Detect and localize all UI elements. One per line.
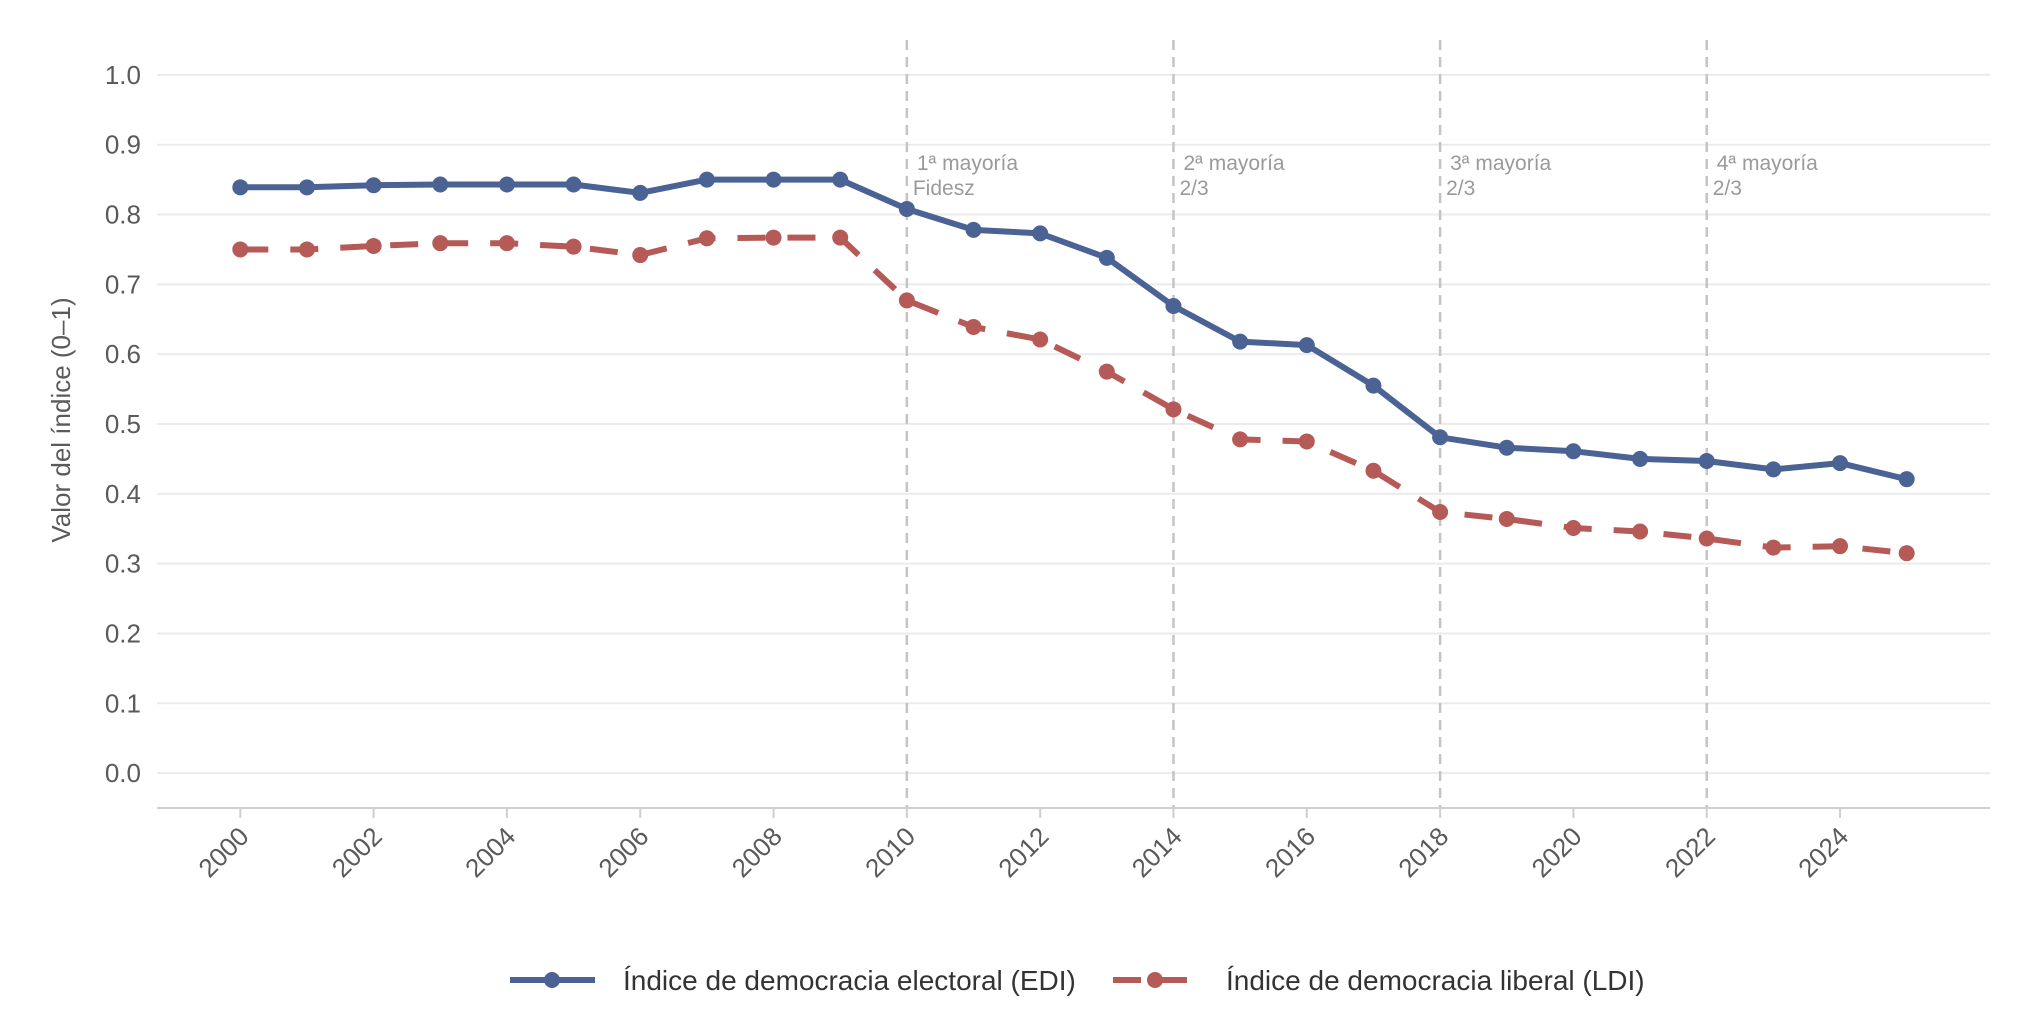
data-point-edi <box>698 171 715 188</box>
data-point-edi <box>965 221 982 238</box>
data-point-ldi <box>1432 503 1449 520</box>
y-tick-label: 0.2 <box>105 618 141 648</box>
annotation-line1: 3ª mayoría <box>1450 152 1551 175</box>
data-point-edi <box>1032 225 1049 242</box>
x-tick-label: 2002 <box>326 821 388 883</box>
data-point-edi <box>1232 333 1249 350</box>
data-point-ldi <box>1098 363 1115 380</box>
data-point-ldi <box>1632 523 1649 540</box>
data-point-ldi <box>832 229 849 246</box>
y-tick-label: 1.0 <box>105 60 141 90</box>
annotation-line1: 2ª mayoría <box>1183 152 1284 175</box>
data-point-ldi <box>1698 530 1715 547</box>
annotation-line2: 2/3 <box>1713 177 1742 200</box>
series-line-edi <box>237 176 1910 483</box>
x-tick-label: 2016 <box>1259 821 1321 883</box>
data-point-edi <box>1432 429 1449 446</box>
data-point-ldi <box>298 241 315 258</box>
y-tick-label: 0.8 <box>105 200 141 230</box>
data-point-edi <box>898 200 915 217</box>
x-tick-label: 2024 <box>1792 821 1854 883</box>
data-point-ldi <box>1498 510 1515 527</box>
x-tick-label: 2018 <box>1392 821 1454 883</box>
y-axis-title: Valor del índice (0–1) <box>46 297 76 542</box>
x-tick-label: 2006 <box>592 821 654 883</box>
data-point-ldi <box>1032 331 1049 348</box>
annotation-line1: 4ª mayoría <box>1717 152 1818 175</box>
data-point-edi <box>1498 439 1515 456</box>
data-point-ldi <box>898 292 915 309</box>
legend-label: Índice de democracia liberal (LDI) <box>1226 965 1645 996</box>
x-tick-label: 2020 <box>1526 821 1588 883</box>
data-point-ldi <box>1765 539 1782 556</box>
series-line-ldi <box>240 234 1908 557</box>
data-point-edi <box>1632 450 1649 467</box>
y-tick-label: 0.0 <box>105 758 141 788</box>
data-point-edi <box>1298 337 1315 354</box>
annotation-line2: Fidesz <box>913 177 975 200</box>
x-tick-label: 2010 <box>859 821 921 883</box>
x-tick-label: 2012 <box>992 821 1054 883</box>
event-lines <box>905 40 1708 808</box>
data-point-edi <box>232 179 249 196</box>
annotation-line2: 2/3 <box>1179 177 1208 200</box>
data-point-ldi <box>432 235 449 252</box>
x-tick-label: 2000 <box>192 821 254 883</box>
data-point-edi <box>298 179 315 196</box>
data-point-ldi <box>1298 433 1315 450</box>
legend-label: Índice de democracia electoral (EDI) <box>623 965 1076 996</box>
data-point-edi <box>565 176 582 193</box>
annotation-line1: 1ª mayoría <box>917 152 1018 175</box>
data-point-ldi <box>698 230 715 247</box>
y-tick-label: 0.6 <box>105 339 141 369</box>
annotation-line2: 2/3 <box>1446 177 1475 200</box>
data-point-edi <box>765 171 782 188</box>
grid-lines <box>157 73 1990 775</box>
data-point-ldi <box>365 237 382 254</box>
data-point-ldi <box>1165 401 1182 418</box>
x-tick-label: 2022 <box>1659 821 1721 883</box>
x-tick-label: 2008 <box>726 821 788 883</box>
legend-swatch-marker <box>544 972 560 988</box>
y-tick-label: 0.5 <box>105 409 141 439</box>
data-point-edi <box>1698 453 1715 470</box>
legend-swatch-marker <box>1147 972 1163 988</box>
data-point-edi <box>632 184 649 201</box>
data-point-ldi <box>1565 520 1582 537</box>
data-point-edi <box>1365 377 1382 394</box>
series <box>232 171 1915 562</box>
legend: Índice de democracia electoral (EDI) Índi… <box>510 965 1645 996</box>
data-point-ldi <box>498 235 515 252</box>
data-point-ldi <box>965 318 982 335</box>
x-tick-label: 2004 <box>459 821 521 883</box>
data-point-ldi <box>1832 538 1849 555</box>
data-point-edi <box>365 177 382 194</box>
data-point-edi <box>1565 443 1582 460</box>
y-tick-label: 0.9 <box>105 130 141 160</box>
data-point-edi <box>1765 461 1782 478</box>
data-point-edi <box>1832 455 1849 472</box>
y-tick-label: 0.1 <box>105 688 141 718</box>
data-point-edi <box>498 176 515 193</box>
data-point-ldi <box>765 229 782 246</box>
data-point-ldi <box>632 247 649 264</box>
data-point-ldi <box>232 241 249 258</box>
y-tick-label: 0.7 <box>105 269 141 299</box>
y-tick-label: 0.3 <box>105 549 141 579</box>
data-point-edi <box>1098 249 1115 266</box>
data-point-edi <box>432 176 449 193</box>
y-tick-label: 0.4 <box>105 479 141 509</box>
data-point-edi <box>1165 298 1182 315</box>
data-point-ldi <box>1232 431 1249 448</box>
data-point-edi <box>832 171 849 188</box>
data-point-ldi <box>1898 545 1915 562</box>
data-point-ldi <box>565 238 582 255</box>
data-point-edi <box>1898 471 1915 488</box>
data-point-ldi <box>1365 462 1382 479</box>
x-tick-label: 2014 <box>1126 821 1188 883</box>
